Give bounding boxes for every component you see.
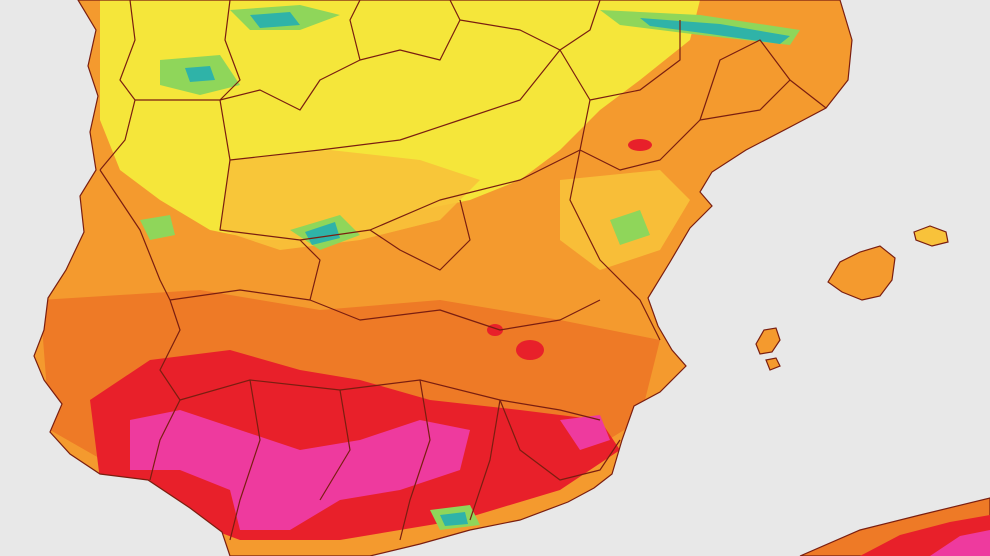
border-cordoba xyxy=(319,389,351,501)
zone-teal-central xyxy=(305,222,340,245)
zone-teal-sierra-nevada xyxy=(440,512,468,526)
border-asturias xyxy=(219,0,241,101)
border-portugal-mid xyxy=(149,299,181,481)
border-leon xyxy=(135,0,361,111)
province-borders xyxy=(99,0,827,541)
border-castile-la-mancha xyxy=(309,299,601,331)
zone-green-galicia xyxy=(140,215,175,240)
border-murcia xyxy=(499,399,621,481)
zone-red-spot-1 xyxy=(516,340,544,360)
temperature-bands xyxy=(40,0,800,540)
zone-light-orange xyxy=(220,150,480,250)
border-portugal-north xyxy=(99,169,171,301)
zone-magenta-core xyxy=(130,410,470,530)
north-africa xyxy=(799,497,990,556)
border-catalonia xyxy=(699,39,827,121)
mainland xyxy=(33,0,853,556)
zone-teal-pyrenees xyxy=(640,18,790,44)
border-galicia xyxy=(99,0,136,171)
border-navarra xyxy=(559,20,681,101)
zone-teal-leon xyxy=(185,66,215,82)
balearic-islands xyxy=(755,225,949,371)
border-madrid xyxy=(369,199,471,271)
coastline xyxy=(33,0,853,556)
island-formentera xyxy=(765,357,781,371)
border-valencia xyxy=(569,149,661,341)
border-andalusia-east xyxy=(399,379,431,541)
zone-magenta-east xyxy=(560,415,610,450)
zone-green-iberico xyxy=(610,210,650,245)
border-andalusia-mid xyxy=(229,379,261,541)
border-cantabria xyxy=(359,0,461,61)
zone-teal-cantabrian xyxy=(250,12,300,28)
zone-red-spot-3 xyxy=(628,139,652,151)
africa-magenta xyxy=(930,530,990,556)
island-ibiza xyxy=(755,327,781,355)
island-menorca xyxy=(913,225,949,247)
border-jaen xyxy=(469,399,501,521)
island-mallorca xyxy=(827,245,896,301)
